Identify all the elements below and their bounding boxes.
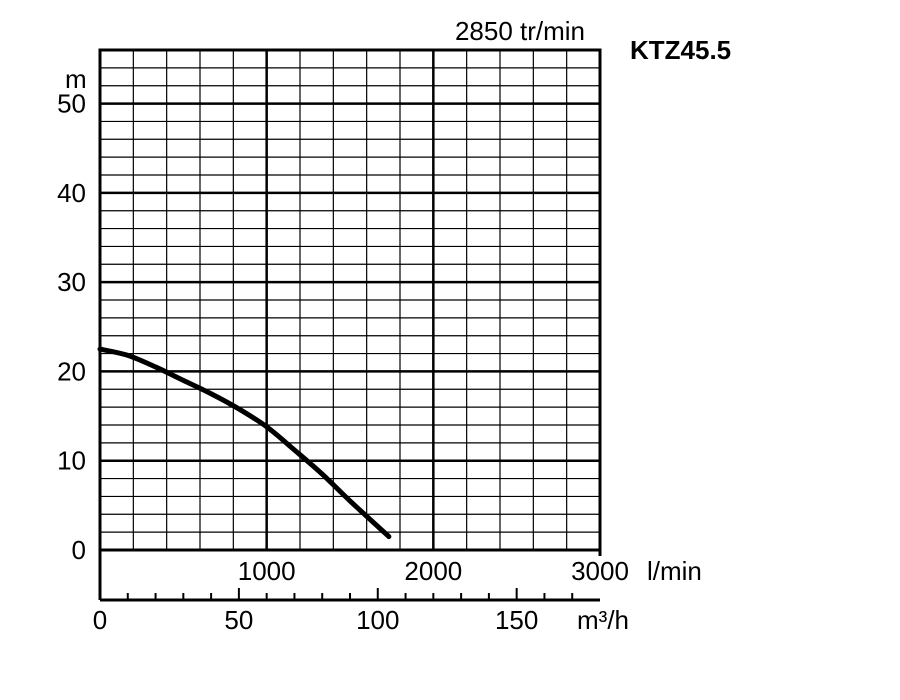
- m3h-tick-labels: 0 50 100 150 m³/h: [93, 605, 629, 635]
- lmin-tick-label: 2000: [404, 556, 462, 586]
- lmin-unit-label: l/min: [647, 556, 702, 586]
- lmin-tick-label: 1000: [238, 556, 296, 586]
- performance-curve: [97, 346, 392, 540]
- m3h-tick-label: 50: [224, 605, 253, 635]
- grid-minor: [100, 50, 600, 550]
- y-tick-label: 40: [57, 178, 86, 208]
- y-tick-labels: 0 10 20 30 40 50: [57, 89, 86, 565]
- y-tick-label: 20: [57, 356, 86, 386]
- m3h-axis-ticks: [98, 550, 602, 600]
- chart-title: KTZ45.5: [630, 35, 731, 65]
- y-tick-label: 30: [57, 267, 86, 297]
- m3h-tick-label: 0: [93, 605, 107, 635]
- y-tick-label: 0: [72, 535, 86, 565]
- grid-major: [100, 50, 600, 550]
- y-tick-label: 50: [57, 89, 86, 119]
- m3h-tick-label: 150: [495, 605, 538, 635]
- y-tick-label: 10: [57, 446, 86, 476]
- m3h-unit-label: m³/h: [577, 605, 629, 635]
- m3h-tick-label: 100: [356, 605, 399, 635]
- lmin-tick-labels: 1000 2000 3000 l/min: [238, 556, 702, 586]
- y-axis-unit: m: [65, 64, 87, 94]
- speed-label: 2850 tr/min: [455, 16, 585, 46]
- lmin-tick-label: 3000: [571, 556, 629, 586]
